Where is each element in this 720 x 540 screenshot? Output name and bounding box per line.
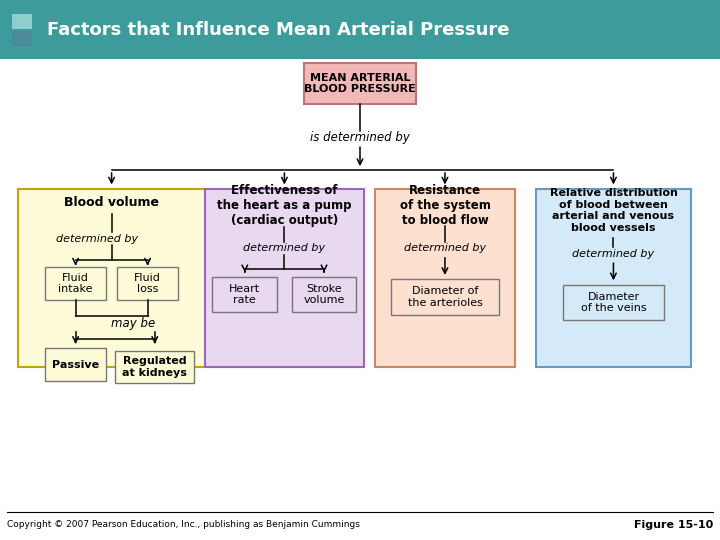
- Text: Factors that Influence Mean Arterial Pressure: Factors that Influence Mean Arterial Pre…: [47, 21, 509, 39]
- FancyBboxPatch shape: [45, 348, 107, 381]
- Text: MEAN ARTERIAL
BLOOD PRESSURE: MEAN ARTERIAL BLOOD PRESSURE: [304, 73, 416, 94]
- Text: Blood volume: Blood volume: [64, 196, 159, 209]
- Text: determined by: determined by: [404, 244, 486, 253]
- Text: determined by: determined by: [56, 234, 138, 244]
- FancyBboxPatch shape: [374, 189, 516, 367]
- Text: Heart
rate: Heart rate: [229, 284, 261, 305]
- Text: Relative distribution
of blood between
arterial and venous
blood vessels: Relative distribution of blood between a…: [549, 188, 678, 233]
- FancyBboxPatch shape: [205, 189, 364, 367]
- FancyBboxPatch shape: [12, 31, 32, 46]
- FancyBboxPatch shape: [45, 267, 107, 300]
- Text: Diameter of
the arterioles: Diameter of the arterioles: [408, 286, 482, 308]
- Text: may be: may be: [111, 318, 156, 330]
- Text: Copyright © 2007 Pearson Education, Inc., publishing as Benjamin Cummings: Copyright © 2007 Pearson Education, Inc.…: [7, 521, 360, 529]
- Text: Regulated
at kidneys: Regulated at kidneys: [122, 356, 187, 378]
- Text: Stroke
volume: Stroke volume: [303, 284, 345, 305]
- Text: Figure 15-10: Figure 15-10: [634, 520, 713, 530]
- FancyBboxPatch shape: [212, 276, 277, 312]
- Text: determined by: determined by: [243, 244, 325, 253]
- Text: Diameter
of the veins: Diameter of the veins: [580, 292, 647, 313]
- FancyBboxPatch shape: [18, 189, 205, 367]
- FancyBboxPatch shape: [12, 14, 32, 29]
- Text: Resistance
of the system
to blood flow: Resistance of the system to blood flow: [400, 184, 490, 227]
- Text: determined by: determined by: [572, 249, 654, 259]
- FancyBboxPatch shape: [292, 276, 356, 312]
- Text: is determined by: is determined by: [310, 131, 410, 144]
- Text: Effectiveness of
the heart as a pump
(cardiac output): Effectiveness of the heart as a pump (ca…: [217, 184, 351, 227]
- FancyBboxPatch shape: [536, 189, 690, 367]
- FancyBboxPatch shape: [391, 280, 499, 314]
- FancyBboxPatch shape: [0, 0, 720, 59]
- FancyBboxPatch shape: [115, 351, 194, 383]
- Text: Fluid
intake: Fluid intake: [58, 273, 93, 294]
- FancyBboxPatch shape: [563, 285, 664, 320]
- FancyBboxPatch shape: [304, 64, 416, 104]
- FancyBboxPatch shape: [117, 267, 179, 300]
- Text: Passive: Passive: [52, 360, 99, 369]
- Text: Fluid
loss: Fluid loss: [134, 273, 161, 294]
